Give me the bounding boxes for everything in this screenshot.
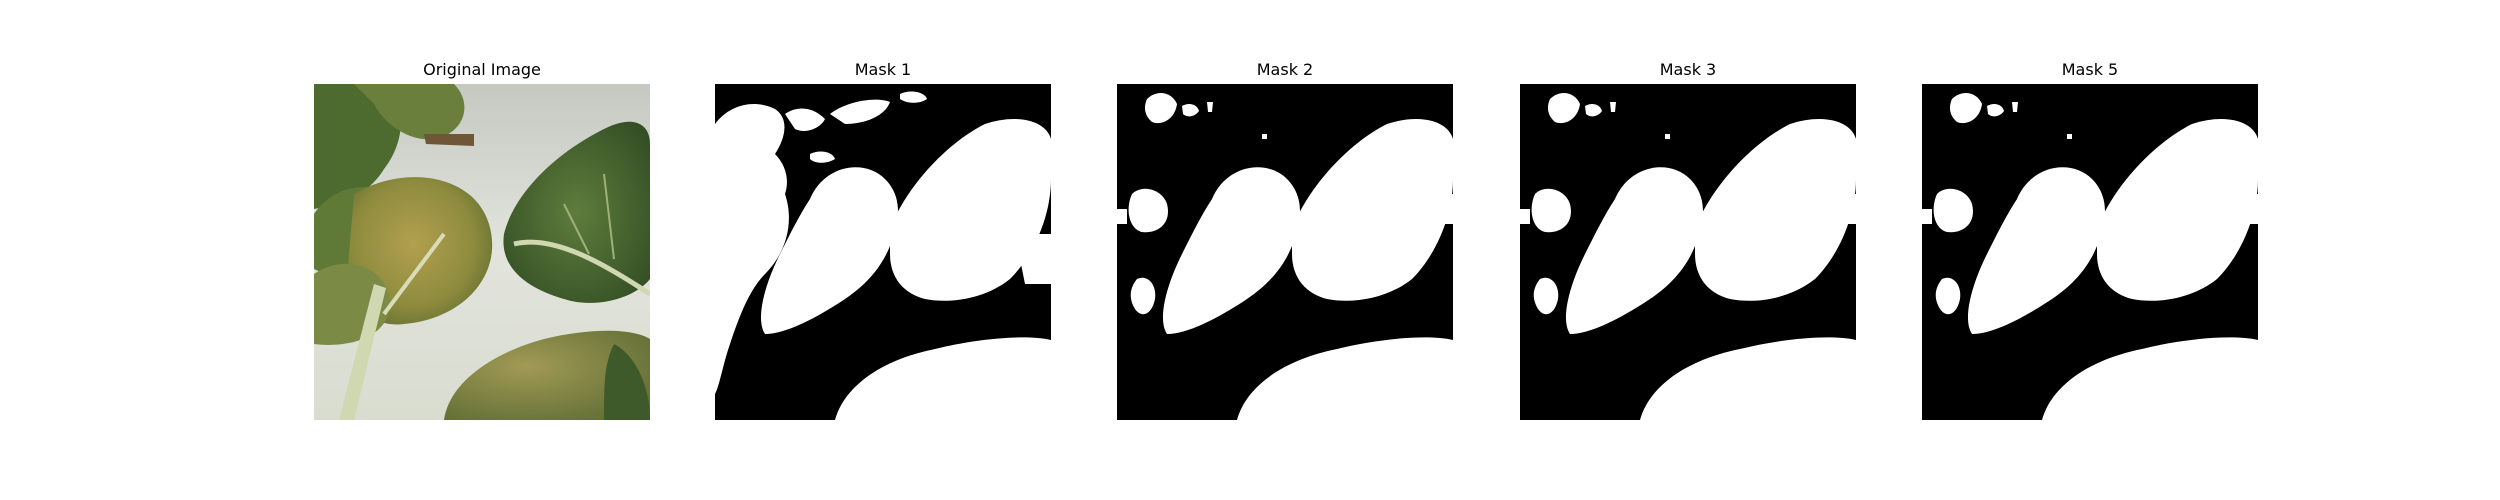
mask-5-image xyxy=(1922,84,2258,420)
original-image xyxy=(314,84,650,420)
mask-5-panel: Mask 5 xyxy=(1922,58,2258,82)
original-image-panel: Original Image xyxy=(314,58,650,82)
mask-region xyxy=(1610,102,1616,112)
mask-region xyxy=(1262,134,1267,139)
mask-3-panel: Mask 3 xyxy=(1520,58,1856,82)
panel-title: Mask 1 xyxy=(715,58,1051,82)
mask-1-image xyxy=(715,84,1051,420)
mask-region xyxy=(1117,209,1127,224)
mask-region xyxy=(1665,134,1670,139)
mask-region xyxy=(1520,209,1530,224)
panel-title: Mask 5 xyxy=(1922,58,2258,82)
mask-region xyxy=(1922,209,1932,224)
mask-3-image xyxy=(1520,84,1856,420)
mask-2-image xyxy=(1117,84,1453,420)
mask-region xyxy=(2067,134,2072,139)
panel-title: Mask 3 xyxy=(1520,58,1856,82)
panel-title: Original Image xyxy=(314,58,650,82)
mask-2-panel: Mask 2 xyxy=(1117,58,1453,82)
mask-region xyxy=(2012,102,2018,112)
panel-title: Mask 2 xyxy=(1117,58,1453,82)
mask-1-panel: Mask 1 xyxy=(715,58,1051,82)
mask-region xyxy=(1207,102,1213,112)
